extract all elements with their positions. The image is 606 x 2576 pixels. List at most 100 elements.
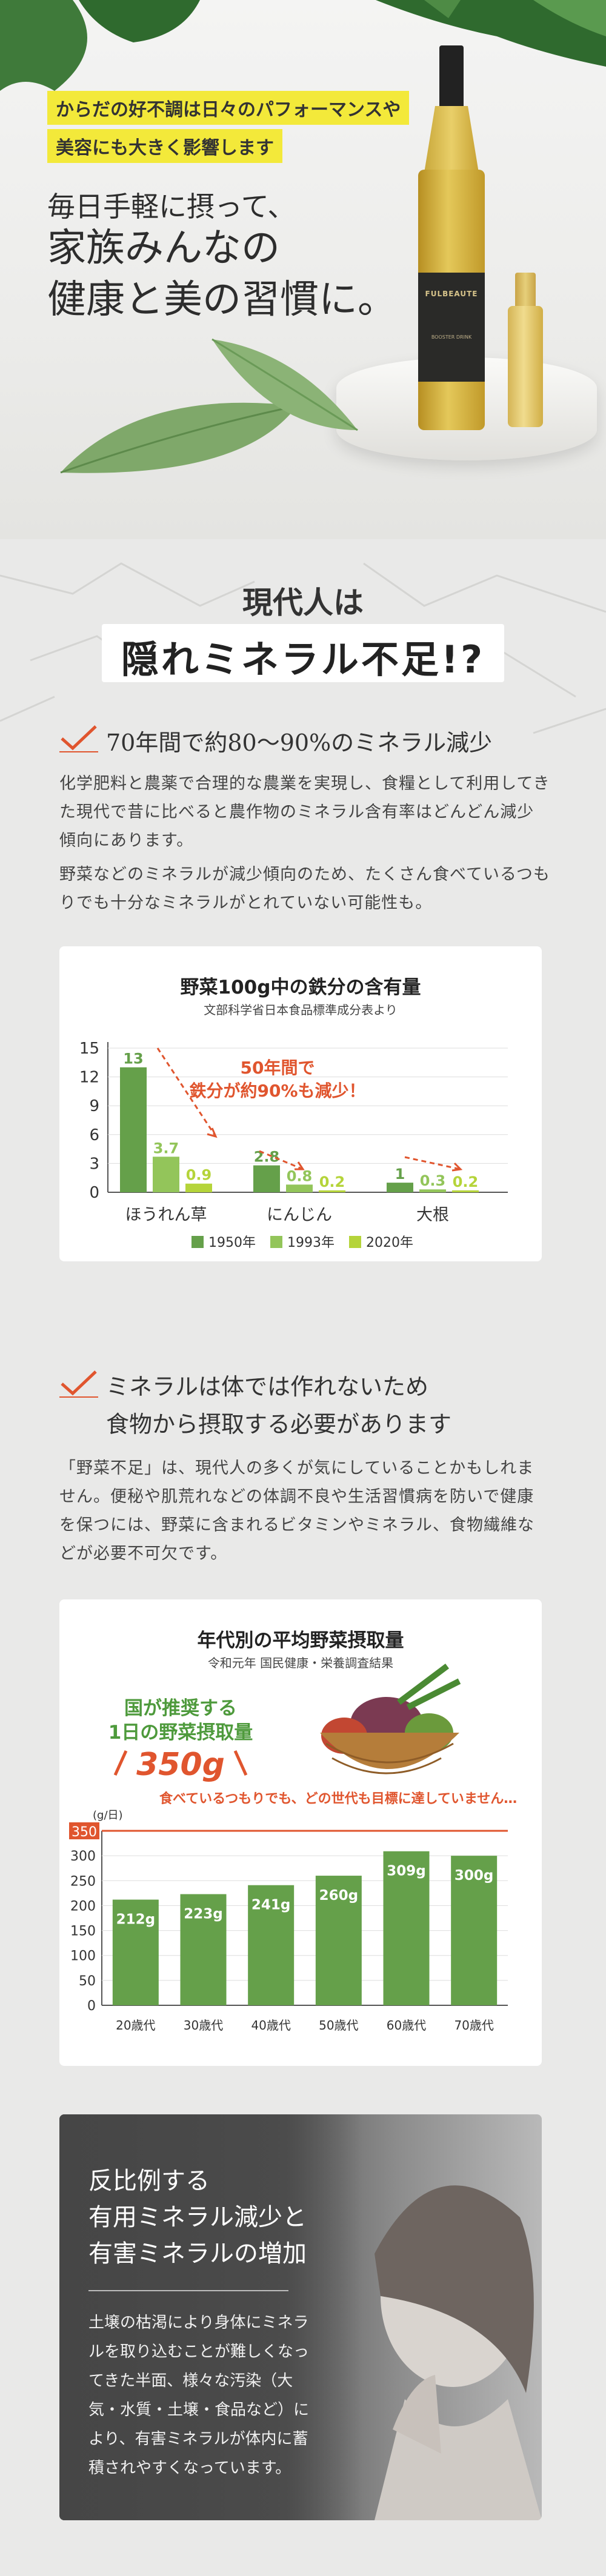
iron-legend-swatch [270,1236,282,1248]
trend-arrow-1 [156,1047,217,1137]
veg-x-tick: 30歳代 [184,2018,223,2033]
iron-bar [253,1165,280,1192]
veg-bar [383,1851,430,2005]
iron-y-tick: 6 [89,1126,99,1144]
monstera-leaves-top [0,0,606,91]
section1-lead: 現代人は [242,585,364,620]
vegetable-basket-illustration [320,1664,461,1774]
section3-title: 反比例する 有用ミネラル減少と 有害ミネラルの増加 [88,2163,307,2272]
iron-chart-subtitle: 文部科学省日本食品標準成分表より [204,1003,398,1017]
veg-bar [112,1899,159,2005]
section2-heading-1: ミネラルは体では作れないため [106,1373,429,1400]
section3-divider [88,2290,288,2291]
veg-bar-label: 309g [387,1864,425,1879]
veg-x-tick: 70歳代 [454,2018,493,2033]
iron-bar [286,1184,313,1192]
small-bottle-cap [515,273,536,309]
veg-bar [180,1894,227,2005]
iron-bar-label: 0.3 [420,1172,446,1189]
section3-paragraph: 土壌の枯渇により身体にミネラルを取り込むことが難しくなってきた半面、様々な汚染（… [88,2314,310,2477]
veg-bar-label: 300g [454,1868,493,1884]
title-box [102,624,504,682]
iron-y-tick: 15 [79,1040,99,1058]
veg-x-tick: 40歳代 [251,2018,290,2033]
iron-bar-label: 3.7 [153,1140,179,1157]
hero-section: からだの好不調は日々のパフォーマンスや 美容にも大きく影響します 毎日手軽に摂っ… [0,0,606,539]
veg-bar [315,1876,362,2005]
section3-title-1: 反比例する [88,2167,210,2195]
veg-bar [248,1885,295,2005]
iron-legend-label: 1950年 [208,1235,256,1250]
small-bottle [508,306,543,427]
iron-legend-swatch [349,1236,361,1248]
card-overlay [59,2114,362,2520]
hero-highlight-2: 美容にも大きく影響します [47,129,282,163]
iron-y-tick: 3 [89,1155,99,1173]
veg-y-tick: 300 [70,1849,96,1864]
iron-legend-label: 1993年 [287,1235,335,1250]
badge-line-2: 1日の野菜摂取量 [108,1722,253,1744]
bottle-label: FULBEAUTE BOOSTER DRINK [418,273,485,382]
check-icon [59,725,98,752]
section2-heading-2: 食物から摂取する必要があります [106,1411,452,1438]
iron-bar-label: 2.8 [254,1149,280,1166]
iron-y-tick: 0 [89,1184,99,1202]
veg-y-tick: 100 [70,1949,96,1964]
iron-bar-label: 1 [395,1166,405,1183]
iron-bar-label: 0.2 [319,1173,345,1190]
iron-bar-label: 13 [123,1051,143,1067]
bottle-cap [439,45,464,112]
bottle-sub-text: BOOSTER DRINK [431,334,472,340]
iron-bar [153,1157,179,1192]
veg-x-tick: 20歳代 [116,2018,155,2033]
section1-paragraph-1: 化学肥料と農薬で合理的な農業を実現し、食糧として利用してきた現代で昔に比べると農… [59,774,550,850]
section1-title: 隠れミネラル不足!? [121,637,485,682]
vegetable-ylabel: (g/日) [93,1809,123,1822]
veg-bar [451,1856,498,2005]
iron-annotation-2: 鉄分が約90%も減少！ [189,1081,365,1101]
section3-title-3: 有害ミネラルの増加 [88,2240,307,2268]
trend-arrow-3 [404,1156,461,1170]
veg-y-tick: 50 [79,1974,96,1989]
section1-paragraph-2: 野菜などのミネラルが減少傾向のため、たくさん食べているつもりでも十分なミネラルが… [59,865,550,912]
check-icon-2 [59,1370,98,1398]
iron-bar [120,1067,147,1192]
veg-bar-label: 260g [319,1888,358,1904]
iron-bar-label: 0.2 [453,1173,479,1190]
veg-bar-label: 241g [251,1897,290,1913]
veg-x-tick: 50歳代 [319,2018,358,2033]
iron-chart: 野菜100g中の鉄分の含有量 文部科学省日本食品標準成分表より 15 12 9 6 3 0… [79,977,508,1250]
veg-y-tick: 200 [70,1899,96,1914]
hero-highlight-1: からだの好不調は日々のパフォーマンスや [47,91,410,125]
vegetable-chart-card: 年代別の平均野菜摂取量 令和元年 国民健康・栄養調査結果 国が推奨する 1日の野… [59,1599,542,2066]
vegetable-chart-subtitle: 令和元年 国民健康・栄養調査結果 [208,1656,393,1670]
iron-y-tick: 9 [89,1097,99,1115]
mineral-section: 現代人は 隠れミネラル不足!? 70年間で約80〜90%のミネラル減少 化学肥料… [0,539,606,2576]
iron-bar [452,1190,479,1192]
iron-chart-card: 野菜100g中の鉄分の含有量 文部科学省日本食品標準成分表より 15 12 9 6 3 0… [59,946,542,1261]
veg-y-tick: 350 [72,1825,97,1840]
hero-leaves [60,338,358,474]
harmful-mineral-card: 反比例する 有用ミネラル減少と 有害ミネラルの増加 土壌の枯渇により身体にミネラ… [59,2114,542,2520]
iron-annotation-1: 50年間で [241,1058,315,1078]
woman-portrait [375,2185,542,2520]
bottle-label-text: FULBEAUTE [425,290,478,298]
vegetable-chart: 年代別の平均野菜摂取量 令和元年 国民健康・栄養調査結果 国が推奨する 1日の野… [69,1630,517,2033]
section1-heading: 70年間で約80〜90%のミネラル減少 [106,729,493,756]
hero-title-1: 家族みんなの [47,226,280,271]
veg-target-tick-bg [69,1822,99,1839]
hero-title-2: 健康と美の習慣に。 [47,277,396,322]
section3-title-2: 有用ミネラル減少と [88,2203,307,2231]
iron-x-tick: ほうれん草 [125,1206,207,1224]
iron-x-tick: にんじん [267,1206,332,1224]
vegetable-chart-title: 年代別の平均野菜摂取量 [198,1630,404,1651]
target-note: 食べているつもりでも、どの世代も目標に達していません… [159,1791,517,1807]
badge-value: 350g [136,1747,225,1783]
section2-paragraph: 「野菜不足」は、現代人の多くが気にしていることかもしれません。便秘や肌荒れなどの… [59,1459,534,1563]
iron-bar [185,1183,212,1192]
veg-y-tick: 150 [70,1924,96,1939]
veg-bar-label: 212g [116,1912,155,1928]
veg-y-tick: 250 [70,1874,96,1889]
iron-x-tick: 大根 [416,1206,449,1224]
